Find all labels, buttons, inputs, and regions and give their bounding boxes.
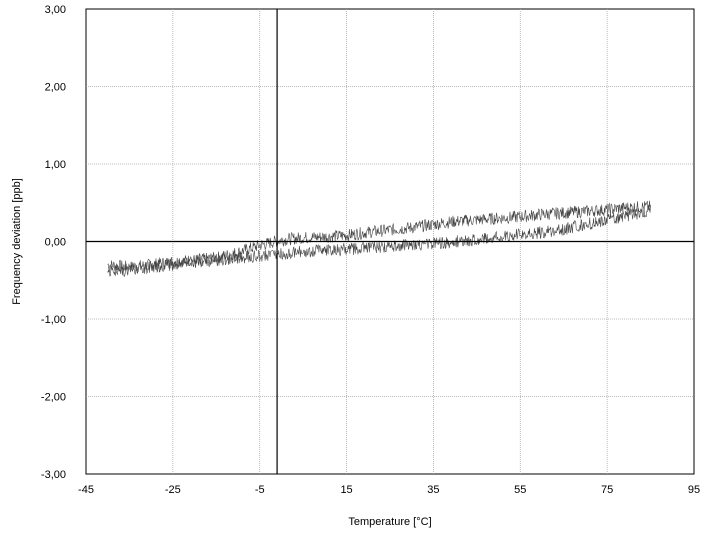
x-tick-label: -25 [165, 484, 181, 496]
x-tick-label: 55 [514, 484, 526, 496]
y-tick-label: -2,00 [41, 392, 66, 404]
x-tick-label: -5 [255, 484, 265, 496]
y-tick-label: 1,00 [45, 159, 66, 171]
x-tick-label: 95 [688, 484, 700, 496]
series-line-2 [107, 204, 651, 277]
y-tick-labels: -3,00 -2,00 -1,00 0,00 1,00 2,00 3,00 [41, 4, 66, 481]
y-axis-title: Frequency deviation [ppb] [11, 178, 23, 305]
y-tick-label: 2,00 [45, 82, 66, 94]
y-tick-label: 3,00 [45, 4, 66, 16]
x-tick-label: 15 [340, 484, 352, 496]
x-tick-label: -45 [78, 484, 94, 496]
x-axis-title: Temperature [°C] [348, 516, 431, 528]
y-tick-label: -1,00 [41, 314, 66, 326]
y-tick-label: -3,00 [41, 469, 66, 481]
x-tick-labels: -45 -25 -5 15 35 55 75 95 [78, 484, 700, 496]
reference-lines [86, 9, 694, 474]
y-tick-label: 0,00 [45, 237, 66, 249]
x-tick-label: 35 [427, 484, 439, 496]
series-line-1 [107, 200, 651, 273]
series-group [107, 200, 651, 277]
x-tick-label: 75 [601, 484, 613, 496]
